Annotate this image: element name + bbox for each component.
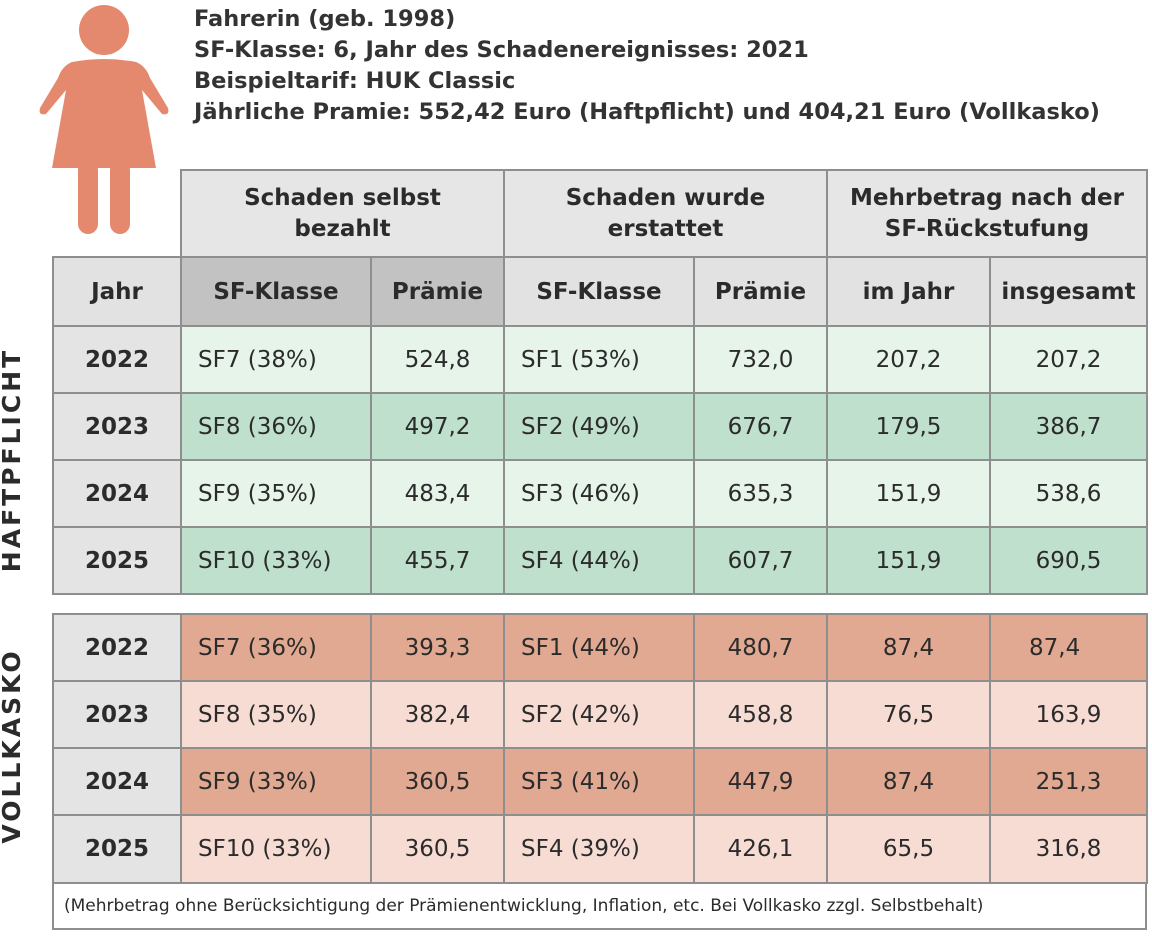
sf-class-cell: SF9 (33%) (180, 747, 372, 816)
year-cell: 2024 (52, 459, 182, 528)
extra-total-cell: 538,6 (989, 459, 1148, 528)
column-header-sf-class: SF-Klasse (180, 256, 372, 327)
extra-total-cell: 251,3 (989, 747, 1148, 816)
premium-cell: 480,7 (693, 613, 828, 682)
extra-per-year-cell: 87,4 (826, 747, 991, 816)
year-cell: 2023 (52, 680, 182, 749)
extra-per-year-cell: 87,4 (826, 613, 991, 682)
extra-total-cell: 207,2 (989, 325, 1148, 394)
premium-cell: 360,5 (370, 747, 505, 816)
column-header-per-year: im Jahr (826, 256, 991, 327)
year-cell: 2024 (52, 747, 182, 816)
premium-cell: 524,8 (370, 325, 505, 394)
premium-cell: 426,1 (693, 814, 828, 884)
sf-class-cell: SF3 (41%) (503, 747, 695, 816)
premium-cell: 458,8 (693, 680, 828, 749)
premium-cell: 455,7 (370, 526, 505, 595)
premium-cell: 732,0 (693, 325, 828, 394)
premium-cell: 447,9 (693, 747, 828, 816)
premium-cell: 607,7 (693, 526, 828, 595)
sf-class-cell: SF10 (33%) (180, 526, 372, 595)
year-cell: 2023 (52, 392, 182, 461)
sf-class-cell: SF8 (36%) (180, 392, 372, 461)
info-driver: Fahrerin (geb. 1998) (194, 6, 456, 32)
column-header-premium: Prämie (693, 256, 828, 327)
group-header-extra-cost: Mehrbetrag nach der SF-Rückstufung (826, 169, 1148, 258)
extra-total-cell: 386,7 (989, 392, 1148, 461)
column-header-sf-class: SF-Klasse (503, 256, 695, 327)
column-header-year: Jahr (52, 256, 182, 327)
sf-class-cell: SF7 (38%) (180, 325, 372, 394)
section-label-haftpflicht: HAFTPFLICHT (0, 347, 26, 573)
info-tariff: Beispieltarif: HUK Classic (194, 68, 516, 94)
extra-per-year-cell: 76,5 (826, 680, 991, 749)
extra-per-year-cell: 179,5 (826, 392, 991, 461)
sf-class-cell: SF1 (44%) (503, 613, 695, 682)
sf-class-cell: SF1 (53%) (503, 325, 695, 394)
premium-cell: 676,7 (693, 392, 828, 461)
sf-class-cell: SF4 (39%) (503, 814, 695, 884)
premium-cell: 382,4 (370, 680, 505, 749)
footnote: (Mehrbetrag ohne Berücksichtigung der Pr… (52, 882, 1147, 930)
year-cell: 2022 (52, 325, 182, 394)
column-header-total: insgesamt (989, 256, 1148, 327)
premium-cell: 360,5 (370, 814, 505, 884)
sf-class-cell: SF9 (35%) (180, 459, 372, 528)
sf-class-cell: SF7 (36%) (180, 613, 372, 682)
sf-class-cell: SF4 (44%) (503, 526, 695, 595)
year-cell: 2025 (52, 814, 182, 884)
premium-cell: 393,3 (370, 613, 505, 682)
extra-per-year-cell: 151,9 (826, 526, 991, 595)
group-header-self-paid: Schaden selbst bezahlt (180, 169, 505, 258)
sf-class-cell: SF10 (33%) (180, 814, 372, 884)
year-cell: 2022 (52, 613, 182, 682)
extra-total-cell: 87,4 (989, 613, 1148, 682)
info-premium: Jährliche Pramie: 552,42 Euro (Haftpflic… (194, 99, 1100, 125)
driver-info: Fahrerin (geb. 1998) SF-Klasse: 6, Jahr … (194, 4, 1100, 128)
sf-class-cell: SF2 (49%) (503, 392, 695, 461)
extra-per-year-cell: 207,2 (826, 325, 991, 394)
sf-class-cell: SF3 (46%) (503, 459, 695, 528)
column-header-premium: Prämie (370, 256, 505, 327)
info-sf-class: SF-Klasse: 6, Jahr des Schadenereignisse… (194, 37, 809, 63)
extra-per-year-cell: 151,9 (826, 459, 991, 528)
group-header-reimbursed: Schaden wurde erstattet (503, 169, 828, 258)
premium-cell: 635,3 (693, 459, 828, 528)
sf-class-cell: SF8 (35%) (180, 680, 372, 749)
extra-total-cell: 690,5 (989, 526, 1148, 595)
extra-per-year-cell: 65,5 (826, 814, 991, 884)
section-label-vollkasko: VOLLKASKO (0, 648, 26, 844)
premium-cell: 497,2 (370, 392, 505, 461)
extra-total-cell: 316,8 (989, 814, 1148, 884)
sf-class-cell: SF2 (42%) (503, 680, 695, 749)
year-cell: 2025 (52, 526, 182, 595)
extra-total-cell: 163,9 (989, 680, 1148, 749)
premium-cell: 483,4 (370, 459, 505, 528)
female-person-icon (38, 0, 170, 236)
